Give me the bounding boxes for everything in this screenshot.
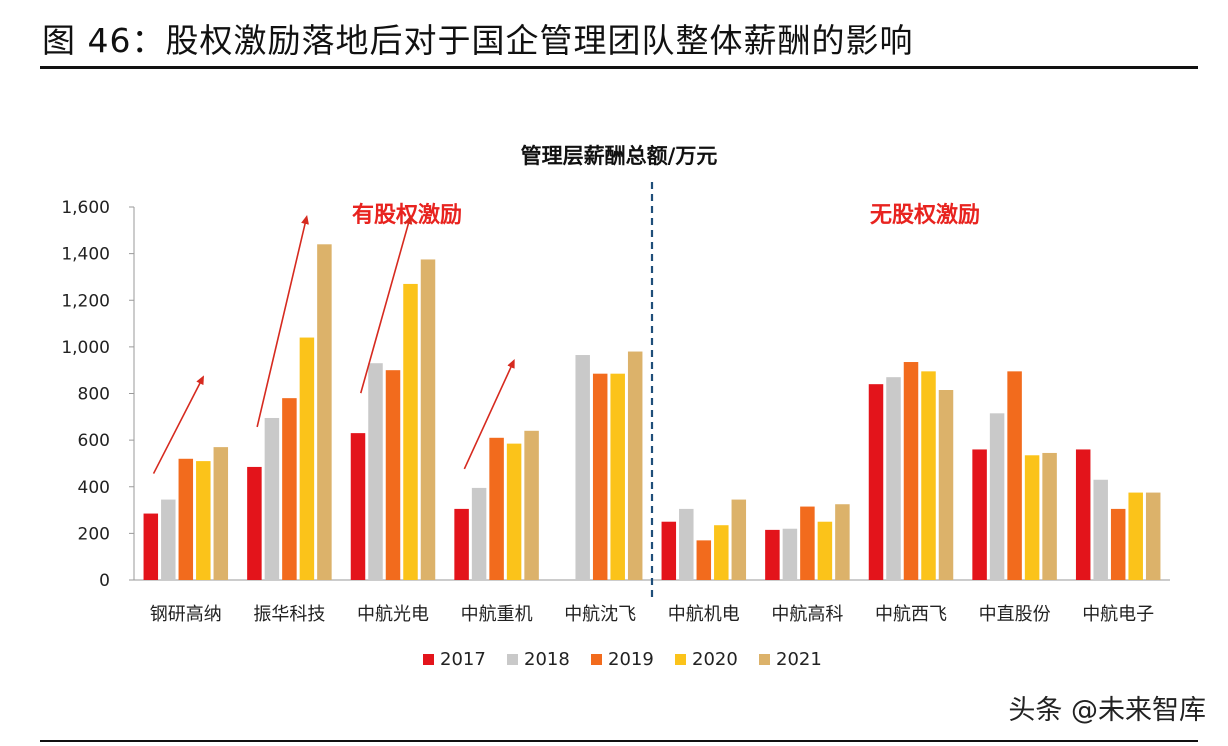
x-axis-ticks: 钢研高纳 振华科技 中航光电 中航重机 中航沈飞 中航机电 中航高科 中航西飞 中直股份 中航电子 bbox=[150, 604, 1154, 625]
bar-2020 bbox=[403, 283, 418, 580]
x-tick-label: 钢研高纳 bbox=[150, 604, 222, 625]
top-rule bbox=[40, 66, 1198, 69]
bottom-rule bbox=[40, 740, 1198, 742]
bar-2021 bbox=[938, 390, 954, 580]
x-tick-label: 中航高科 bbox=[771, 604, 843, 625]
bar-2020 bbox=[1024, 455, 1040, 580]
group-label: 有股权激励 bbox=[352, 202, 462, 228]
bar-2018 bbox=[264, 417, 280, 580]
bar-2017 bbox=[765, 529, 780, 580]
bar-2017 bbox=[454, 508, 469, 580]
bar-2020 bbox=[817, 521, 833, 580]
bar-2019 bbox=[282, 398, 297, 580]
bar-2019 bbox=[903, 362, 919, 580]
y-tick-label: 1,000 bbox=[61, 338, 110, 358]
bar-2018 bbox=[1093, 479, 1108, 580]
bar-2020 bbox=[299, 337, 315, 580]
y-tick-label: 800 bbox=[78, 385, 110, 405]
bar-2020 bbox=[714, 525, 729, 580]
bar-2018 bbox=[575, 355, 590, 580]
bar-2018 bbox=[886, 377, 901, 580]
group-label: 无股权激励 bbox=[870, 202, 980, 228]
trend-arrow bbox=[152, 375, 204, 474]
trend-arrow bbox=[359, 215, 413, 394]
trend-arrows bbox=[152, 215, 515, 474]
figure-title: 图 46：股权激励落地后对于国企管理团队整体薪酬的影响 bbox=[42, 21, 914, 60]
x-tick-label: 中直股份 bbox=[979, 604, 1051, 625]
trend-arrow bbox=[256, 215, 309, 428]
x-tick-label: 中航西飞 bbox=[875, 604, 947, 625]
bar-2019 bbox=[385, 370, 401, 580]
chart-title: 管理层薪酬总额/万元 bbox=[521, 144, 718, 168]
bar-2019 bbox=[592, 373, 608, 580]
y-tick-label: 400 bbox=[78, 478, 110, 498]
legend-label: 2019 bbox=[608, 649, 654, 670]
bar-2017 bbox=[1075, 449, 1091, 580]
y-tick-label: 0 bbox=[99, 571, 110, 591]
bar-2021 bbox=[731, 499, 747, 580]
x-tick-label: 中航沈飞 bbox=[564, 604, 636, 625]
bar-2018 bbox=[989, 413, 1005, 580]
y-tick-label: 1,400 bbox=[61, 245, 110, 265]
bar-2018 bbox=[368, 363, 383, 580]
y-tick-label: 1,600 bbox=[61, 198, 110, 218]
bar-2021 bbox=[213, 447, 229, 580]
bar-2019 bbox=[800, 506, 815, 580]
bar-2018 bbox=[161, 499, 176, 580]
bar-2017 bbox=[972, 449, 987, 580]
y-axis-ticks: 0 200 400 600 800 1,000 1,200 1,400 1,600 bbox=[61, 198, 134, 591]
group-labels: 有股权激励 无股权激励 bbox=[352, 202, 980, 228]
legend-swatch-2019 bbox=[591, 654, 602, 665]
legend-label: 2020 bbox=[692, 649, 738, 670]
bar-2019 bbox=[696, 540, 712, 580]
legend-swatch-2020 bbox=[675, 654, 686, 665]
x-tick-label: 中航重机 bbox=[461, 604, 533, 625]
legend-swatch-2018 bbox=[507, 654, 518, 665]
bar-2018 bbox=[782, 528, 798, 580]
bar-2018 bbox=[471, 487, 487, 580]
bar-2021 bbox=[835, 504, 850, 580]
bar-2017 bbox=[143, 513, 159, 580]
y-tick-label: 200 bbox=[78, 524, 110, 544]
bar-2018 bbox=[679, 508, 694, 580]
bar-2017 bbox=[868, 384, 884, 580]
bar-2019 bbox=[1110, 508, 1126, 580]
bar-2020 bbox=[610, 373, 625, 580]
bar-2021 bbox=[1145, 492, 1161, 580]
bar-2019 bbox=[489, 437, 504, 580]
x-tick-label: 中航光电 bbox=[357, 604, 429, 625]
legend-swatch-2017 bbox=[423, 654, 434, 665]
bar-2019 bbox=[1007, 371, 1022, 580]
bar-2017 bbox=[247, 466, 262, 580]
y-tick-label: 1,200 bbox=[61, 291, 110, 311]
bar-2021 bbox=[420, 259, 436, 580]
bar-2020 bbox=[196, 461, 211, 580]
bar-2019 bbox=[178, 458, 194, 580]
watermark: 头条 @未来智库 bbox=[1008, 695, 1206, 726]
bar-2021 bbox=[524, 430, 539, 580]
x-tick-label: 中航机电 bbox=[668, 604, 740, 625]
bar-2020 bbox=[921, 371, 936, 580]
bar-2020 bbox=[1128, 492, 1143, 580]
bar-2020 bbox=[506, 443, 522, 580]
bar-2017 bbox=[661, 521, 677, 580]
x-tick-label: 振华科技 bbox=[253, 604, 325, 625]
bar-2021 bbox=[317, 244, 332, 581]
legend-swatch-2021 bbox=[759, 654, 770, 665]
legend-label: 2021 bbox=[776, 649, 822, 670]
trend-arrow bbox=[463, 358, 515, 470]
legend: 2017 2018 2019 2020 2021 bbox=[423, 649, 822, 670]
bar-2021 bbox=[1042, 452, 1057, 580]
legend-label: 2018 bbox=[524, 649, 570, 670]
y-tick-label: 600 bbox=[78, 431, 110, 451]
x-tick-label: 中航电子 bbox=[1082, 604, 1154, 625]
legend-label: 2017 bbox=[440, 649, 486, 670]
bar-2021 bbox=[627, 351, 643, 580]
bars bbox=[143, 244, 1161, 581]
bar-2017 bbox=[350, 433, 366, 580]
